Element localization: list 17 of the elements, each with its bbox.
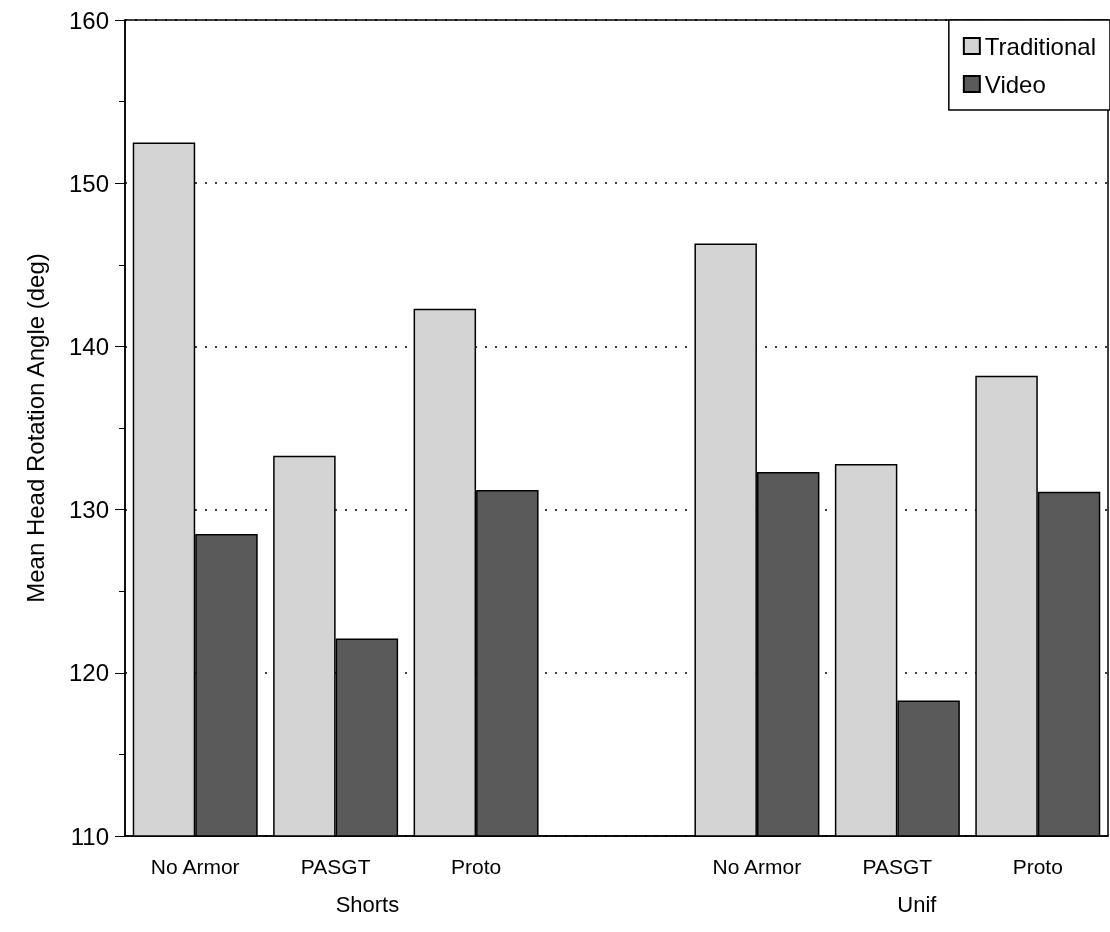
y-tick-label: 140 xyxy=(68,332,109,360)
y-tick-label: 110 xyxy=(70,822,109,850)
x-tick-label: Proto xyxy=(1012,855,1063,878)
text: Shorts xyxy=(335,891,400,917)
x-tick-label: PASGT xyxy=(862,855,933,878)
text: Unif xyxy=(897,891,938,917)
legend-label: Video xyxy=(984,70,1046,98)
x-tick-label: No Armor xyxy=(150,855,240,878)
x-tick-label: PASGT xyxy=(300,855,371,878)
y-tick-label: 120 xyxy=(68,659,109,687)
y-tick-label: 130 xyxy=(68,496,109,524)
y-tick-label: 150 xyxy=(68,169,109,197)
x-tick-label: Proto xyxy=(450,855,502,878)
legend-label: Traditional xyxy=(984,32,1097,60)
y-axis-title: Mean Head Rotation Angle (deg) xyxy=(21,253,49,603)
x-tick-label: No Armor xyxy=(712,855,802,878)
y-tick-label: 160 xyxy=(68,6,109,34)
